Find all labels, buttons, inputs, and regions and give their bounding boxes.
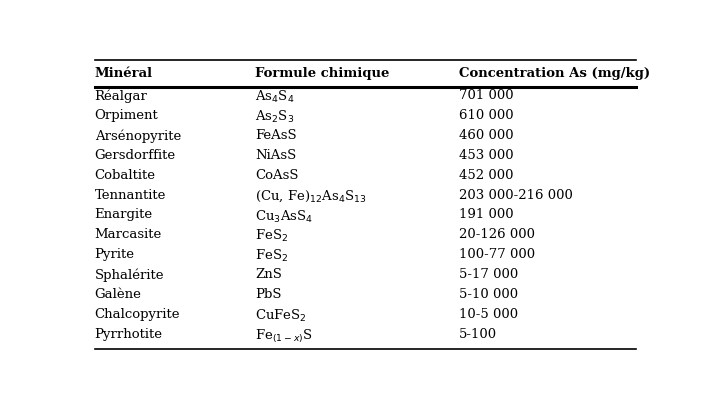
Text: Cobaltite: Cobaltite: [95, 169, 155, 182]
Text: 5-10 000: 5-10 000: [459, 288, 518, 301]
Text: Pyrrhotite: Pyrrhotite: [95, 328, 163, 341]
Text: CoAsS: CoAsS: [255, 169, 299, 182]
Text: 203 000-216 000: 203 000-216 000: [459, 189, 573, 202]
Text: Fe$_{(1-x)}$S: Fe$_{(1-x)}$S: [255, 328, 312, 345]
Text: Concentration As (mg/kg): Concentration As (mg/kg): [459, 67, 650, 80]
Text: Pyrite: Pyrite: [95, 248, 135, 261]
Text: CuFeS$_2$: CuFeS$_2$: [255, 308, 307, 324]
Text: 5-17 000: 5-17 000: [459, 268, 518, 281]
Text: ZnS: ZnS: [255, 268, 282, 281]
Text: As$_2$S$_3$: As$_2$S$_3$: [255, 109, 294, 125]
Text: 100-77 000: 100-77 000: [459, 248, 535, 261]
Text: Galène: Galène: [95, 288, 141, 301]
Text: Réalgar: Réalgar: [95, 89, 148, 103]
Text: PbS: PbS: [255, 288, 282, 301]
Text: Tennantite: Tennantite: [95, 189, 166, 202]
Text: 460 000: 460 000: [459, 129, 514, 142]
Text: Cu$_3$AsS$_4$: Cu$_3$AsS$_4$: [255, 208, 313, 224]
Text: 701 000: 701 000: [459, 89, 514, 102]
Text: 10-5 000: 10-5 000: [459, 308, 518, 321]
Text: As$_4$S$_4$: As$_4$S$_4$: [255, 89, 294, 106]
Text: 191 000: 191 000: [459, 208, 514, 222]
Text: Chalcopyrite: Chalcopyrite: [95, 308, 180, 321]
Text: 453 000: 453 000: [459, 149, 514, 162]
Text: Arsénopyrite: Arsénopyrite: [95, 129, 181, 143]
Text: 610 000: 610 000: [459, 109, 514, 122]
Text: Enargite: Enargite: [95, 208, 153, 222]
Text: 20-126 000: 20-126 000: [459, 229, 535, 241]
Text: NiAsS: NiAsS: [255, 149, 296, 162]
Text: FeS$_2$: FeS$_2$: [255, 229, 288, 245]
Text: Marcasite: Marcasite: [95, 229, 162, 241]
Text: Sphalérite: Sphalérite: [95, 268, 164, 282]
Text: Formule chimique: Formule chimique: [255, 67, 389, 80]
Text: 452 000: 452 000: [459, 169, 514, 182]
Text: FeS$_2$: FeS$_2$: [255, 248, 288, 264]
Text: 5-100: 5-100: [459, 328, 498, 341]
Text: Orpiment: Orpiment: [95, 109, 158, 122]
Text: (Cu, Fe)$_{12}$As$_4$S$_{13}$: (Cu, Fe)$_{12}$As$_4$S$_{13}$: [255, 189, 366, 204]
Text: Gersdorffite: Gersdorffite: [95, 149, 176, 162]
Text: FeAsS: FeAsS: [255, 129, 297, 142]
Text: Minéral: Minéral: [95, 67, 153, 80]
